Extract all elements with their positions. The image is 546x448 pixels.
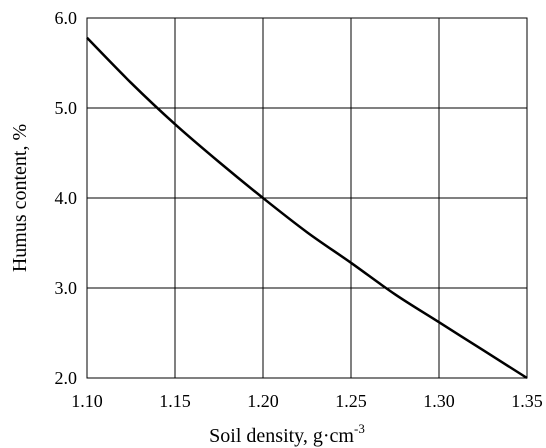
x-tick-label: 1.35 xyxy=(511,391,543,411)
y-tick-labels: 6.0 5.0 4.0 3.0 2.0 xyxy=(55,8,78,388)
y-tick-label: 4.0 xyxy=(55,188,78,208)
x-tick-label: 1.30 xyxy=(423,391,455,411)
y-axis-title: Humus content, % xyxy=(9,124,31,272)
plot-frame xyxy=(86,17,528,379)
y-tick-label: 2.0 xyxy=(55,368,78,388)
x-tick-label: 1.15 xyxy=(159,391,191,411)
series-curves xyxy=(86,36,528,380)
grid xyxy=(86,17,528,379)
x-tick-labels: 1.10 1.15 1.20 1.25 1.30 1.35 xyxy=(71,391,543,411)
y-tick-label: 6.0 xyxy=(55,8,78,28)
x-tick-label: 1.25 xyxy=(335,391,367,411)
x-tick-label: 1.10 xyxy=(71,391,103,411)
y-tick-label: 3.0 xyxy=(55,278,78,298)
series-line xyxy=(86,36,528,380)
x-axis-title: Soil density, g·cm-3 xyxy=(209,421,365,447)
x-tick-label: 1.20 xyxy=(247,391,279,411)
x-axis-title-superscript: -3 xyxy=(354,421,365,436)
y-tick-label: 5.0 xyxy=(55,98,78,118)
x-axis-title-text: Soil density, g·cm xyxy=(209,425,354,447)
